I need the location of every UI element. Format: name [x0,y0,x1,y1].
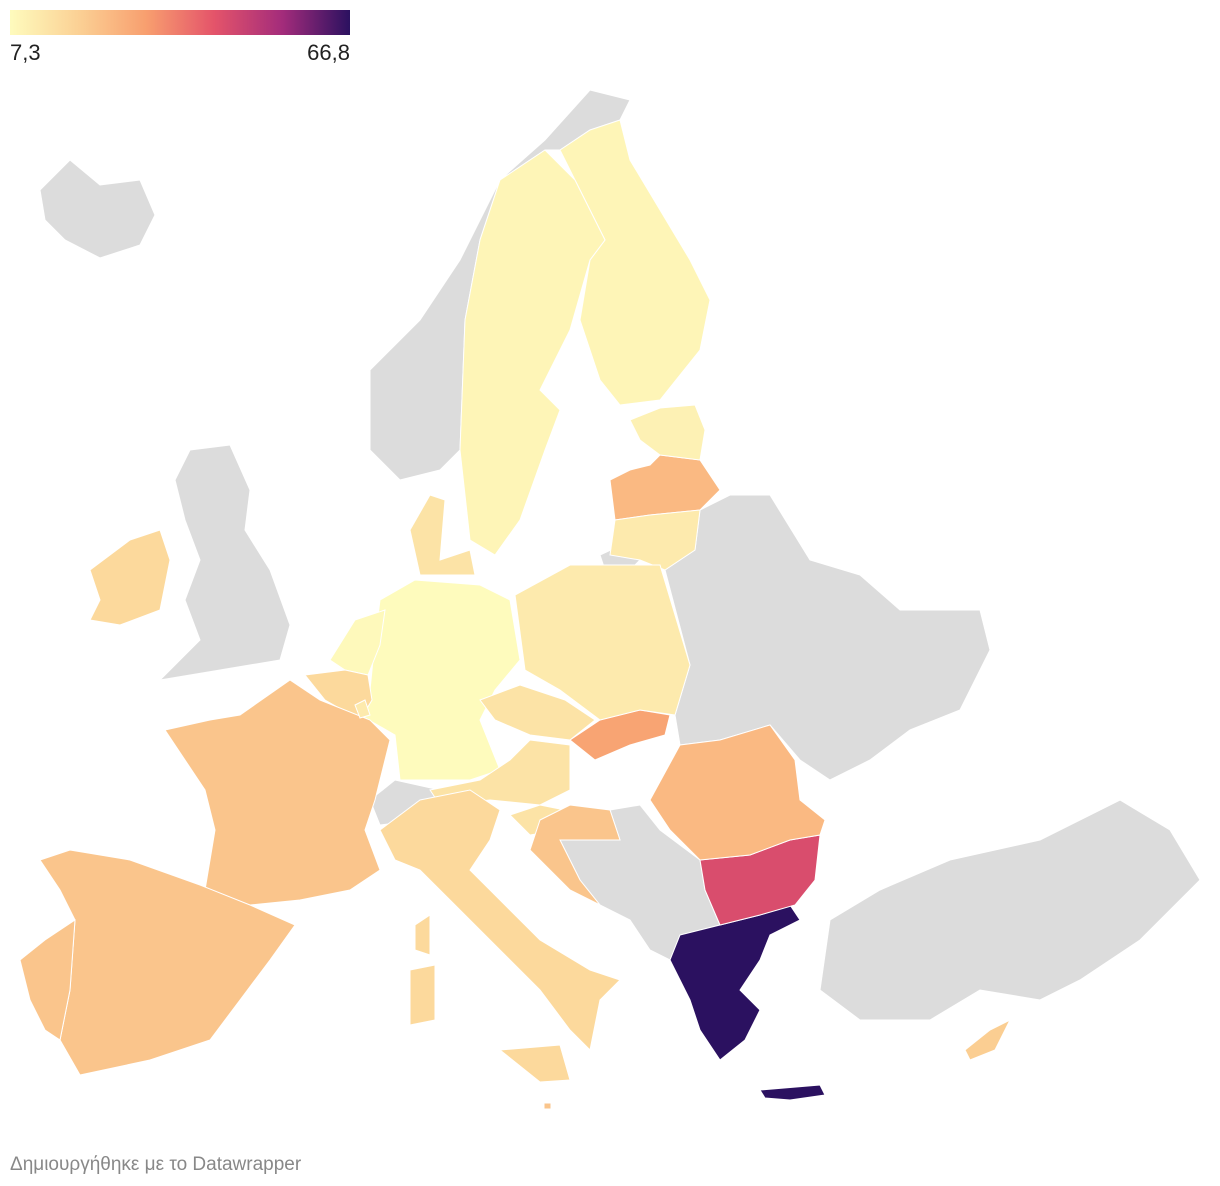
region [164,679,391,906]
source-credit: Δημιουργήθηκε με το Datawrapper [10,1154,302,1175]
regions [19,119,1012,1110]
colorbar-min-label: 7,3 [10,40,41,65]
region [354,699,371,719]
region [514,564,691,721]
region [964,1018,1012,1061]
colorbar [10,10,350,35]
region [479,684,596,741]
turkey [819,799,1201,1021]
region [529,804,621,906]
colorbar-max-label: 66,8 [307,40,350,65]
region [609,509,701,571]
region [649,724,826,861]
region [543,1102,552,1110]
belarus-ukraine-russia [664,494,991,781]
iceland [39,159,156,259]
region [409,494,476,576]
region [629,404,706,461]
region [459,149,606,556]
background-countries [39,89,1201,1021]
region [379,789,621,1083]
region [304,669,373,721]
region [89,529,171,626]
region [669,904,826,1101]
uk [158,444,291,681]
region [19,919,76,1041]
